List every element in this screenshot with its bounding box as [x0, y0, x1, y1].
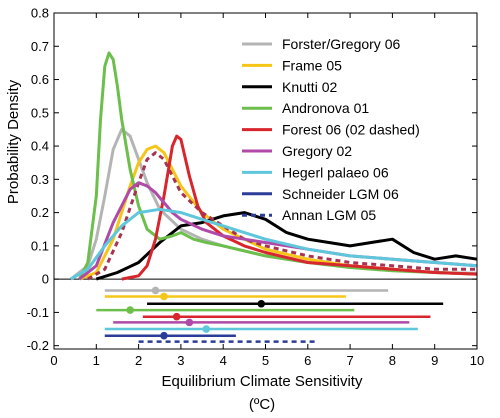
x-axis-label: Equilibrium Climate Sensitivity	[162, 373, 363, 390]
legend: Forster/Gregory 06 Frame 05 Knutti 02 Andro…	[242, 36, 420, 223]
x-tick-label: 7	[346, 353, 353, 368]
axes: 0.80.70.60.50.40.30.20.10-0.1-0.20 1 2 3 4 5 6…	[27, 6, 485, 369]
y-tick-label: 0.8	[31, 6, 49, 21]
curve-hegerl-palaeo-06	[70, 207, 478, 281]
x-tick-label: 8	[389, 353, 396, 368]
x-tick-label: 2	[135, 353, 142, 368]
y-tick-label: 0.7	[31, 39, 49, 54]
y-tick-label: 0.5	[31, 105, 49, 120]
y-tick-label: 0.6	[31, 72, 49, 87]
x-tick-label: 6	[304, 353, 311, 368]
legend-label-forest-06-02-dashed-: Forest 06 (02 dashed)	[282, 122, 420, 138]
y-tick-label: 0.2	[31, 205, 49, 220]
legend-label-andronova-01: Andronova 01	[282, 100, 369, 116]
median-marker-gregory-02	[185, 318, 194, 327]
legend-label-knutti-02: Knutti 02	[282, 79, 337, 95]
median-marker-hegerl-palaeo-06	[202, 325, 211, 333]
y-tick-label: 0.3	[31, 172, 49, 187]
curve-forest-06-02-dashed-	[121, 134, 478, 281]
median-marker-forster-gregory-06	[151, 286, 160, 295]
x-tick-label: 10	[470, 353, 484, 368]
y-axis-label: Probability Density	[5, 79, 22, 204]
median-marker-andronova-01	[126, 306, 134, 314]
x-tick-label: 4	[220, 353, 227, 368]
median-marker-schneider-lgm-06	[160, 331, 168, 340]
median-marker-knutti-02	[257, 299, 266, 308]
legend-label-hegerl-palaeo-06: Hegerl palaeo 06	[282, 164, 389, 180]
legend-label-frame-05: Frame 05	[282, 57, 342, 73]
x-axis-unit: (ºC)	[249, 396, 275, 413]
x-tick-label: 3	[177, 353, 184, 368]
x-tick-label: 5	[262, 353, 269, 368]
y-tick-label: -0.1	[27, 305, 49, 320]
y-tick-label: 0.4	[31, 139, 49, 154]
curve-gregory-02	[78, 181, 478, 281]
curve-forest-02-dashed-	[87, 151, 477, 281]
curve-knutti-02	[95, 211, 478, 281]
median-marker-frame-05	[160, 292, 168, 301]
x-tick-label: 0	[50, 353, 57, 368]
legend-label-annan-lgm-05: Annan LGM 05	[282, 207, 376, 223]
plot-area	[54, 51, 478, 343]
median-marker-forest-06-02-dashed-	[172, 312, 181, 321]
legend-label-forster-gregory-06: Forster/Gregory 06	[282, 36, 400, 52]
plot-frame	[53, 12, 478, 350]
x-tick-label: 1	[93, 353, 100, 368]
legend-label-schneider-lgm-06: Schneider LGM 06	[282, 186, 399, 202]
y-tick-label: 0	[42, 272, 49, 287]
x-tick-label: 9	[431, 353, 438, 368]
y-tick-label: 0.1	[31, 238, 49, 253]
y-tick-label: -0.2	[27, 338, 49, 353]
legend-label-gregory-02: Gregory 02	[282, 143, 352, 159]
